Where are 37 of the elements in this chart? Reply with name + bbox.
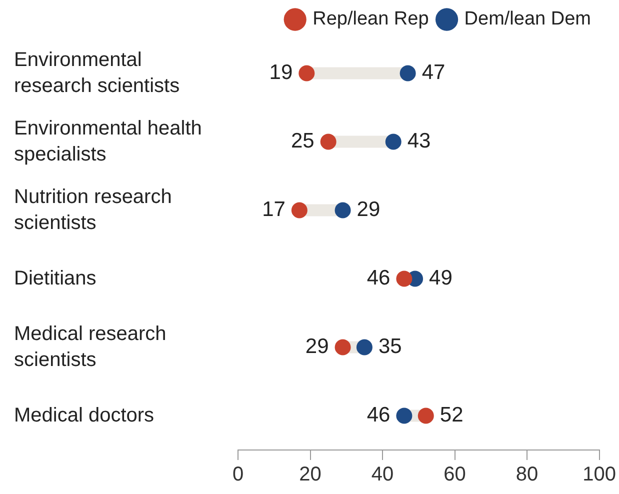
data-label: 29 (356, 198, 380, 222)
data-label: 49 (429, 266, 452, 290)
data-label: 46 (366, 266, 390, 290)
y-tick-label: Medical doctors (14, 404, 154, 426)
point (356, 339, 372, 356)
data-label: 47 (422, 61, 446, 84)
y-tick-label: Dietitians (14, 267, 96, 290)
x-tick-label: 40 (371, 464, 394, 486)
x-tick-label: 80 (516, 464, 538, 486)
point (400, 65, 416, 82)
point (298, 65, 315, 82)
data-label: 43 (407, 130, 431, 153)
data-label: 25 (290, 130, 314, 153)
y-tick-label: Environmental health specialists (14, 117, 202, 166)
y-tick-label: Medical research scientists (14, 322, 166, 371)
data-label: 29 (305, 335, 329, 358)
point (334, 339, 351, 356)
data-label: 17 (262, 198, 286, 222)
data-label: 46 (366, 404, 390, 427)
point (396, 270, 412, 287)
point (396, 408, 412, 424)
x-tick-label: 60 (444, 464, 466, 486)
legend-label: Rep/lean Rep (312, 8, 429, 30)
point (291, 202, 308, 218)
data-label: 19 (269, 61, 293, 84)
legend-label: Dem/lean Dem (464, 8, 592, 30)
data-label: 52 (440, 404, 464, 427)
point (385, 134, 402, 150)
x-tick-label: 20 (299, 464, 322, 486)
y-tick-label: Environmental research scientists (14, 48, 180, 97)
point (334, 202, 351, 218)
x-tick-label: 0 (232, 464, 244, 486)
x-tick-label: 100 (582, 464, 616, 486)
point (320, 134, 336, 150)
data-label: 35 (378, 335, 402, 358)
y-tick-label: Nutrition research scientists (14, 186, 172, 234)
point (418, 408, 434, 424)
